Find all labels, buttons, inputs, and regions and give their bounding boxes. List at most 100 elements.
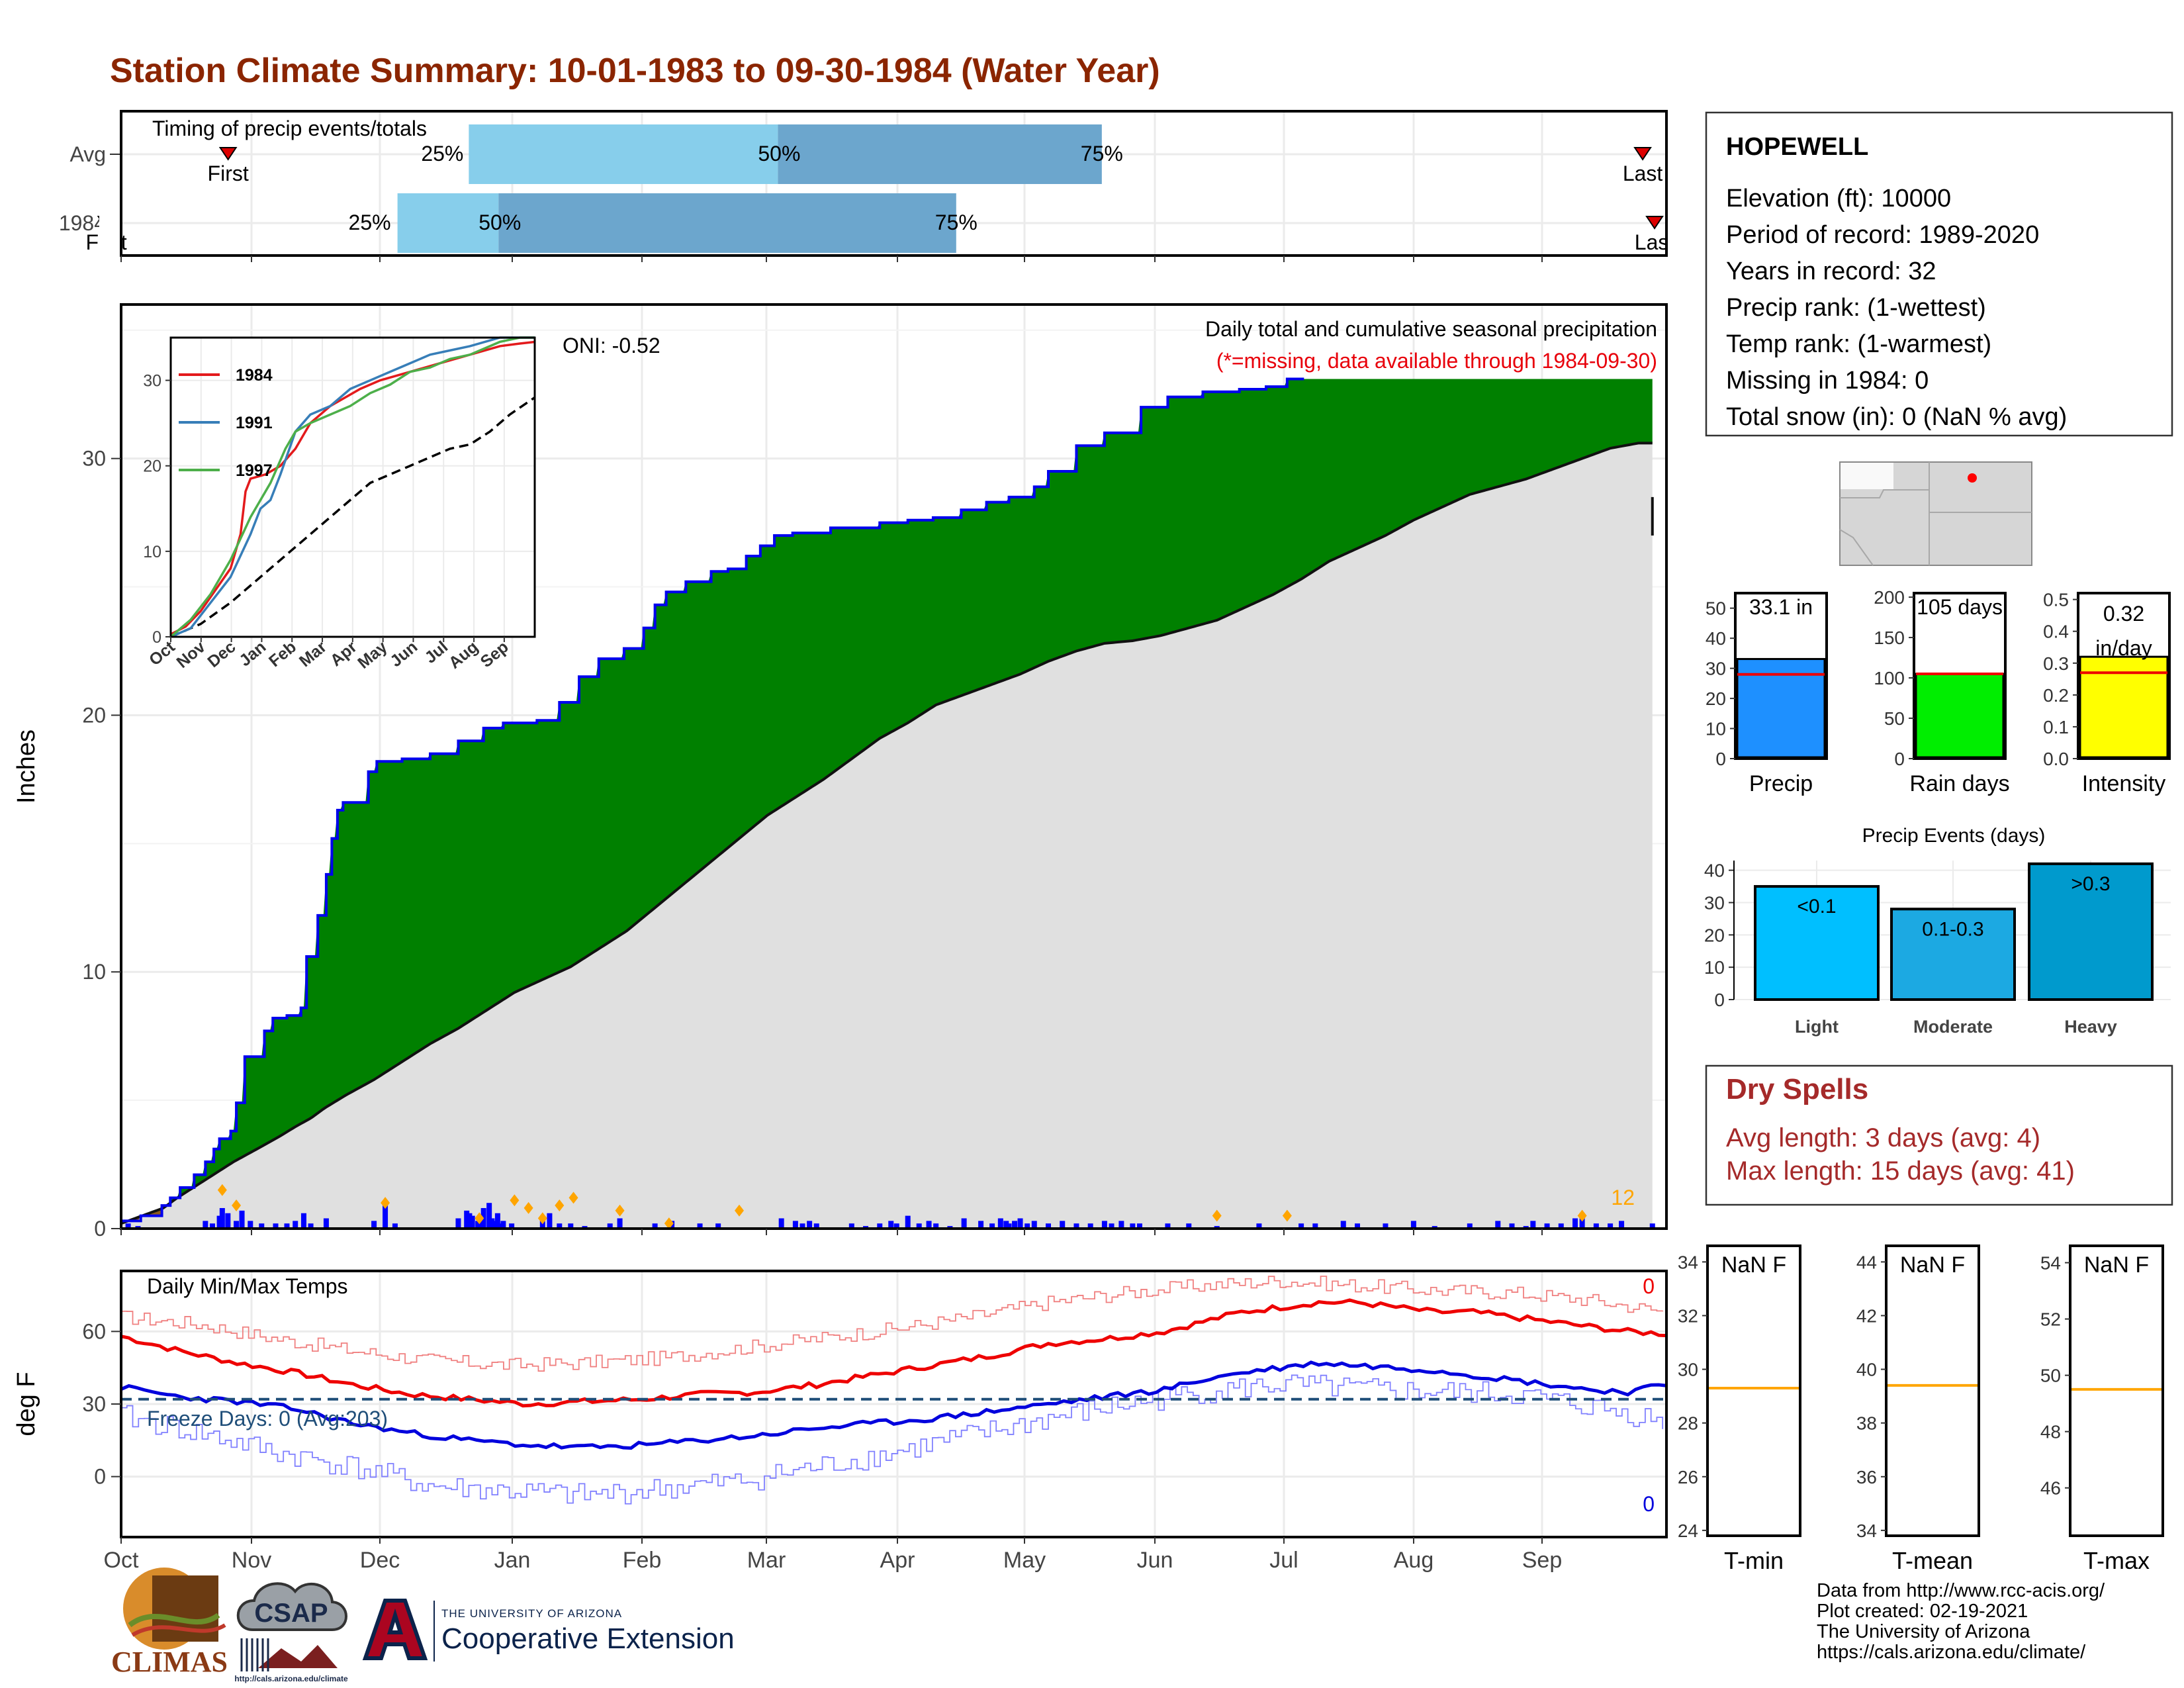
daily-precip-bar — [259, 1223, 265, 1229]
precip-ytick-label: 10 — [82, 960, 106, 984]
heavy-event-marker — [537, 1212, 547, 1225]
summary-ytick-label: 0.0 — [2043, 749, 2069, 769]
daily-precip-bar — [568, 1223, 574, 1229]
precip-event-category: Light — [1795, 1017, 1839, 1037]
daily-precip-bar — [1495, 1221, 1501, 1229]
summary-bar-value: 33.1 in — [1749, 595, 1813, 619]
map-water — [1841, 463, 1893, 489]
summary-ytick-label: 0 — [1894, 749, 1905, 769]
daily-precip-bar — [799, 1223, 805, 1229]
heavy-event-marker — [217, 1184, 227, 1196]
precip-event-bar — [2028, 862, 2154, 1001]
heavy-event-marker — [555, 1199, 565, 1211]
daily-precip-bar — [1073, 1223, 1079, 1229]
daily-precip-bar — [1509, 1223, 1515, 1229]
summary-bar-value: 0.32 — [2103, 602, 2144, 626]
timing-row-label: Avg — [69, 142, 106, 166]
precip-legend-line1: Daily total and cumulative seasonal prec… — [1205, 317, 1657, 341]
mini-temp-ytick-label: 26 — [1678, 1467, 1698, 1487]
csap-cloud-icon — [236, 1582, 347, 1631]
month-label: Feb — [623, 1548, 662, 1573]
daily-precip-bar — [492, 1221, 498, 1229]
mini-temp-name: T-mean — [1892, 1547, 1973, 1574]
mini-temp-frame — [1706, 1244, 1801, 1537]
mini-temp-ytick-label: 42 — [1856, 1305, 1877, 1326]
temp-ytick-label: 30 — [82, 1392, 106, 1416]
mini-temp-ytick-label: 40 — [1856, 1360, 1877, 1380]
summary-ytick-label: 200 — [1874, 587, 1905, 608]
daily-precip-bar — [547, 1213, 553, 1229]
summary-ytick-label: 20 — [1706, 688, 1726, 709]
mini-temp-ytick-label: 38 — [1856, 1413, 1877, 1434]
daily-precip-bar — [1467, 1223, 1473, 1229]
timing-panel-label: Timing of precip events/totals — [152, 117, 427, 140]
daily-precip-bar — [383, 1200, 388, 1229]
events-ytick-label: 20 — [1704, 925, 1725, 945]
summary-ytick-label: 0.5 — [2043, 590, 2069, 610]
mini-temp-ytick-label: 54 — [2040, 1253, 2061, 1274]
events-ytick-label: 10 — [1704, 957, 1725, 978]
summary-ytick-label: 10 — [1706, 719, 1726, 739]
month-label: Dec — [360, 1548, 400, 1573]
daily-precip-bar — [1619, 1221, 1625, 1229]
daily-precip-bar — [617, 1218, 623, 1229]
avg-cumulative-area — [121, 443, 1653, 1229]
daily-precip-bar — [293, 1221, 298, 1229]
precip-event-category: Heavy — [2064, 1017, 2117, 1037]
daily-precip-bar — [978, 1221, 984, 1229]
daily-precip-bar — [455, 1218, 461, 1229]
mini-temp-ytick-label: 50 — [2040, 1366, 2061, 1386]
daily-precip-bar — [323, 1218, 329, 1229]
daily-precip-bar — [500, 1221, 506, 1229]
daily-precip-bar — [239, 1210, 245, 1229]
daily-precip-bar — [248, 1221, 253, 1229]
timing-q75-label: 75% — [1081, 142, 1123, 165]
daily-precip-bar — [1130, 1223, 1136, 1229]
daily-precip-bar — [1608, 1223, 1614, 1229]
summary-bar-name: Rain days — [1909, 771, 2009, 796]
summary-bar-unit: in/day — [2095, 636, 2152, 660]
footer-line: Plot created: 02-19-2021 — [1817, 1601, 2028, 1622]
mini-temp-name: T-max — [2083, 1547, 2150, 1574]
month-label: Aug — [1394, 1548, 1434, 1573]
record-min-line — [121, 1374, 1664, 1505]
mini-temp-ytick-label: 30 — [1678, 1360, 1698, 1380]
daily-precip-bar — [1017, 1218, 1023, 1229]
daily-precip-bar — [216, 1215, 222, 1229]
daily-precip-bar — [715, 1223, 721, 1229]
last-event-label: Last — [1623, 162, 1663, 185]
daily-precip-bar — [1046, 1223, 1051, 1229]
station-info-line: Period of record: 1989-2020 — [1726, 221, 2039, 249]
daily-precip-bar — [273, 1223, 279, 1229]
daily-precip-bar — [813, 1223, 819, 1229]
heavy-event-marker — [664, 1217, 674, 1230]
temp-ytick-label: 60 — [82, 1319, 106, 1343]
daily-precip-bar — [234, 1221, 240, 1229]
climas-logo-text: CLIMAS — [111, 1646, 228, 1678]
station-info-line: Elevation (ft): 10000 — [1726, 185, 1951, 212]
daily-precip-bar — [1572, 1218, 1578, 1229]
station-info-line: Years in record: 32 — [1726, 258, 1936, 285]
daily-precip-bar — [926, 1221, 932, 1229]
summary-ytick-label: 50 — [1706, 598, 1726, 619]
daily-precip-bar — [1109, 1223, 1115, 1229]
daily-precip-bar — [209, 1223, 215, 1229]
coop-extension-university: THE UNIVERSITY OF ARIZONA — [441, 1607, 623, 1620]
daily-precip-bar — [489, 1218, 495, 1229]
timing-q25-label: 25% — [421, 142, 463, 165]
daily-precip-bar — [284, 1223, 290, 1229]
daily-precip-bar — [1383, 1223, 1388, 1229]
timing-overhang-mask — [99, 199, 120, 252]
station-name: HOPEWELL — [1726, 133, 1868, 161]
dry-spells-avg: Avg length: 3 days (avg: 4) — [1726, 1123, 2040, 1152]
freeze-days-label: Freeze Days: 0 (Avg:203) — [147, 1407, 388, 1430]
daily-precip-bar — [486, 1203, 492, 1229]
daily-precip-bar — [888, 1221, 894, 1229]
daily-precip-bar — [1118, 1221, 1124, 1229]
month-label: Sep — [1522, 1548, 1563, 1573]
inset-ytick-label: 0 — [152, 628, 161, 647]
timing-row-label: 1984 — [59, 211, 106, 235]
month-label: Apr — [880, 1548, 915, 1573]
mini-temp-ytick-label: 28 — [1678, 1413, 1698, 1434]
